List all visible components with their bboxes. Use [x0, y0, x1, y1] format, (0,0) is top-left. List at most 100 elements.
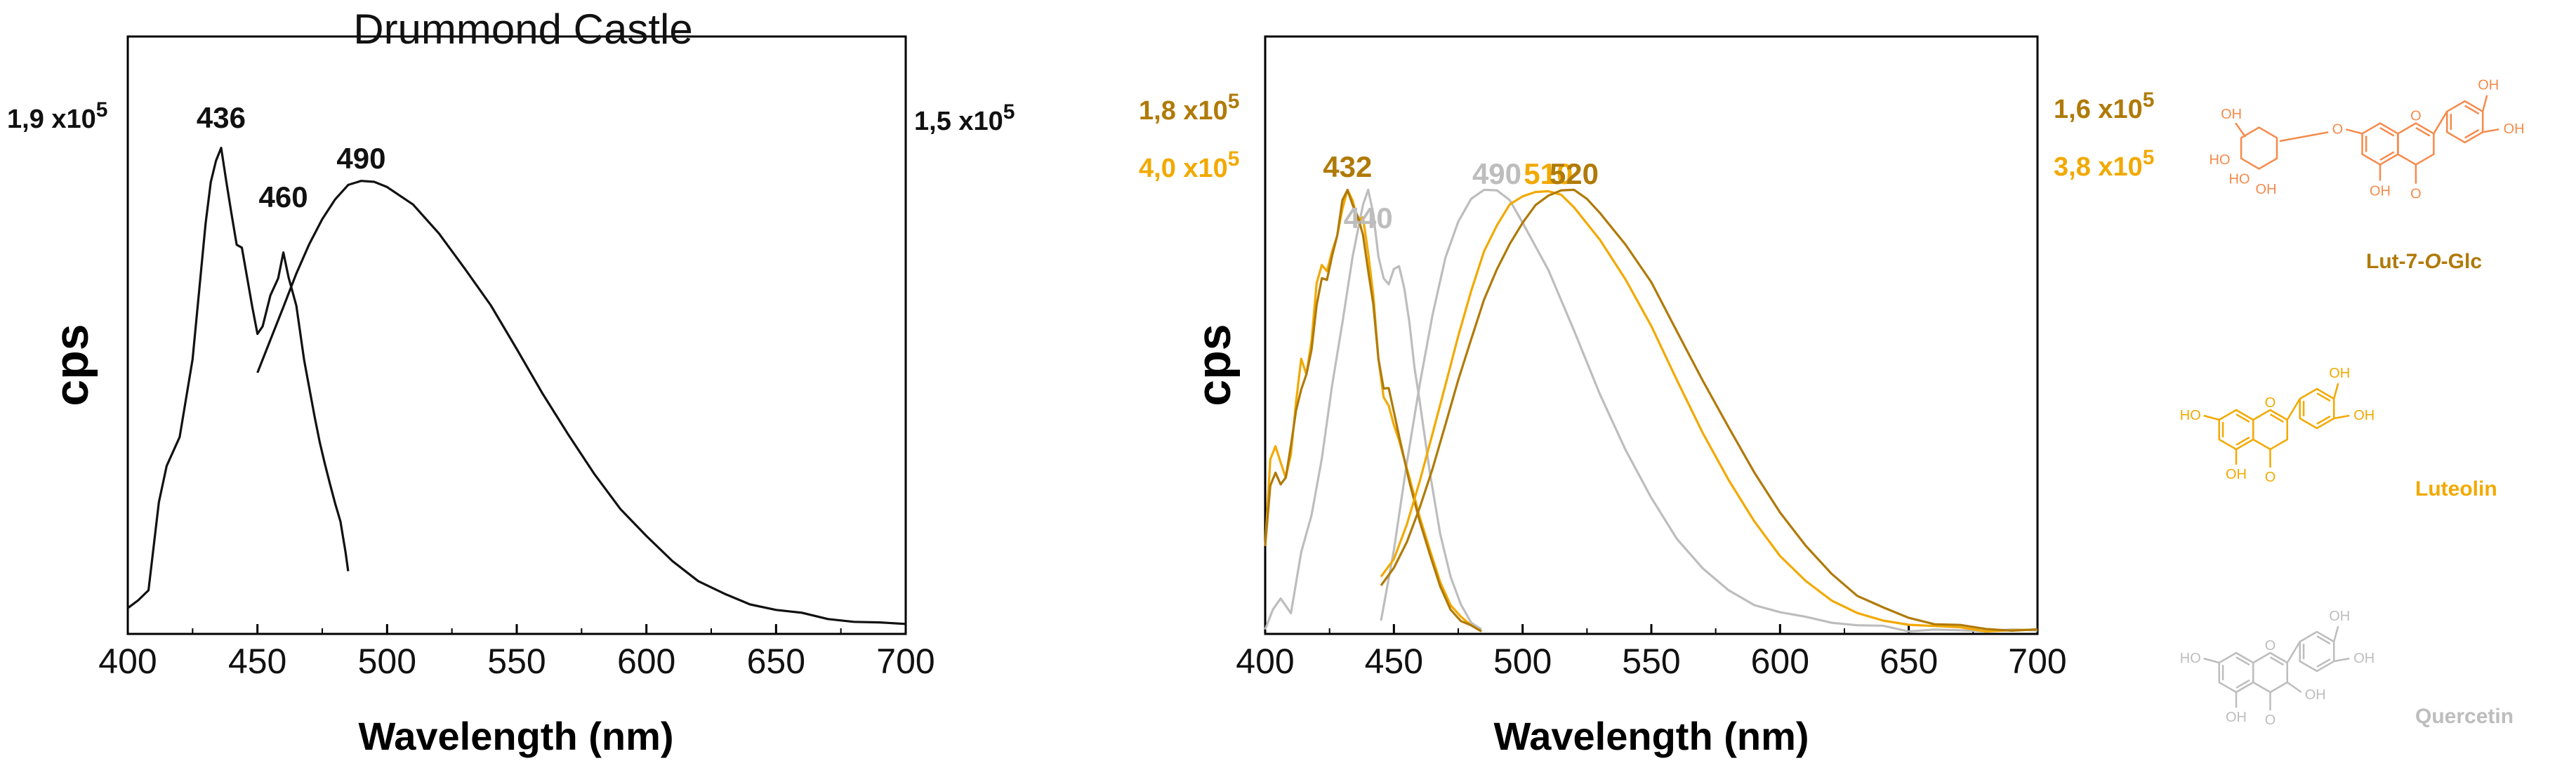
double-bond: [2379, 151, 2395, 161]
atom-label: O: [2265, 395, 2276, 411]
x-tick-label: 700: [876, 642, 934, 681]
atom-label: HO: [2180, 651, 2201, 666]
ring-a: [2218, 651, 2254, 694]
peak-label: 460: [259, 180, 308, 213]
left-chart: 400 450 500 550 600 650 700 Wavelength (nm) cps D…: [7, 6, 1015, 758]
atom-label: OH: [2226, 710, 2247, 725]
y-axis-title: cps: [45, 324, 98, 406]
bond: [2287, 681, 2302, 694]
peak-label: 520: [1550, 157, 1599, 190]
x-tick-label: 500: [358, 642, 416, 681]
scale-label-right: 1,5 x105: [914, 100, 1015, 136]
atom-label: O: [2332, 121, 2344, 137]
atom-label: OH: [2370, 184, 2391, 199]
bond: [2346, 128, 2363, 135]
molecule-lut-7-o-glc: O O OH O OH OH OH HO OH HO Lut-7-O-Glc: [2210, 77, 2525, 273]
double-bond: [2415, 126, 2431, 137]
atom-label: OH: [2478, 77, 2499, 93]
x-axis-title: Wavelength (nm): [1493, 714, 1809, 758]
double-bond: [2316, 415, 2331, 425]
peak-label: 490: [336, 142, 385, 175]
double-bond: [2464, 105, 2480, 115]
peak-label: 440: [1344, 201, 1393, 234]
atom-label: OH: [2353, 651, 2374, 666]
x-tick-label: 450: [1365, 642, 1423, 681]
double-bond: [2269, 413, 2285, 423]
atom-label: OH: [2353, 408, 2374, 423]
atom-label: O: [2410, 187, 2422, 202]
atom-label: HO: [2229, 171, 2250, 187]
scale-label-right: 3,8 x105: [2054, 146, 2154, 182]
atom-label: OH: [2329, 609, 2350, 624]
y-axis-title: cps: [1187, 324, 1241, 406]
atom-label: O: [2265, 638, 2276, 654]
plot-frame: [1264, 35, 2039, 635]
scale-label-left: 4,0 x105: [1139, 147, 1239, 183]
atom-label: OH: [2504, 121, 2525, 137]
peak-label: 490: [1472, 157, 1521, 190]
ring-a: [2361, 122, 2399, 166]
x-tick-label: 700: [2008, 642, 2066, 681]
bond: [2286, 641, 2301, 663]
double-bond: [2269, 656, 2285, 666]
atom-label: OH: [2256, 182, 2277, 197]
atom-label: O: [2265, 713, 2276, 728]
molecule-name: Lut-7-O-Glc: [2366, 250, 2482, 273]
bond: [2433, 111, 2448, 134]
x-tick-label: 550: [487, 642, 546, 681]
right-chart: 400 450 500 550 600 650 700 Wavelength (nm) cps 1…: [1139, 35, 2154, 758]
atom-label: OH: [2329, 366, 2350, 381]
molecule-name: Quercetin: [2415, 705, 2514, 728]
x-tick-label: 650: [1880, 642, 1938, 681]
double-bond: [2235, 436, 2250, 446]
molecule-quercetin: O O OH HO OH OH OH Quercetin: [2180, 609, 2514, 728]
bond: [2286, 398, 2301, 421]
atom-label: O: [2410, 109, 2422, 124]
bond: [2235, 122, 2247, 138]
x-tick-label: 450: [228, 642, 286, 681]
ring-b: [2299, 630, 2335, 673]
chart-title: Drummond Castle: [353, 6, 693, 53]
bond: [2334, 414, 2350, 420]
molecule-luteolin: O O OH HO OH OH Luteolin: [2180, 366, 2497, 501]
scale-label-right: 1,6 x105: [2054, 88, 2154, 124]
series-line: [1380, 188, 2038, 633]
double-bond: [2316, 392, 2331, 402]
scale-label-left: 1,8 x105: [1139, 90, 1239, 126]
x-tick-label: 600: [617, 642, 675, 681]
atom-label: O: [2265, 470, 2276, 485]
x-tick-label: 400: [1236, 642, 1294, 681]
bond: [2333, 625, 2339, 642]
double-bond: [2235, 656, 2250, 666]
x-tick-label: 500: [1493, 642, 1552, 681]
series-line: [1264, 189, 1482, 633]
ring-c: [2252, 409, 2288, 451]
bond: [2203, 414, 2220, 421]
scale-label-left: 1,9 x105: [7, 98, 107, 134]
bond: [2481, 95, 2488, 112]
double-bond: [2316, 658, 2331, 668]
series-line: [127, 147, 350, 609]
molecule-name: Luteolin: [2415, 477, 2497, 501]
double-bond: [2235, 679, 2250, 689]
atom-label: OH: [2221, 107, 2242, 122]
bond: [2279, 131, 2329, 143]
ring-b: [2299, 388, 2335, 430]
x-tick-label: 400: [98, 642, 157, 681]
x-tick-label: 650: [747, 642, 805, 681]
x-tick-label: 600: [1751, 642, 1809, 681]
series-line: [1380, 190, 2038, 633]
molecule-structures: O O OH O OH OH OH HO OH HO Lut-7-O-Glc O O OH HO OH OH Lu…: [2180, 77, 2525, 728]
x-tick-label: 550: [1622, 642, 1680, 681]
ring-c: [2397, 122, 2435, 166]
atom-label: OH: [2226, 467, 2247, 482]
double-bond: [2379, 126, 2395, 137]
peak-label: 436: [197, 101, 246, 134]
peak-label: 432: [1323, 150, 1372, 183]
atom-label: HO: [2210, 152, 2231, 168]
x-axis-title: Wavelength (nm): [358, 714, 673, 758]
series-line: [1264, 188, 1482, 631]
atom-label: OH: [2305, 687, 2326, 703]
ring-c: [2252, 651, 2288, 694]
double-bond: [2316, 635, 2331, 645]
